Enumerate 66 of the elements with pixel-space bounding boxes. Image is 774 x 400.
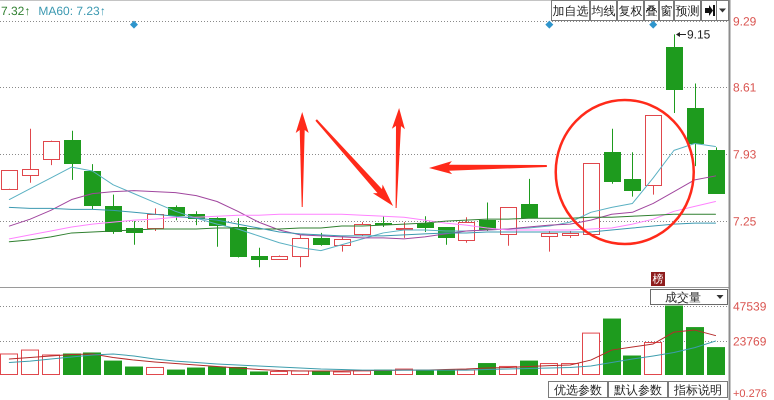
text: 指标说明 [673, 383, 722, 397]
bar [582, 332, 600, 375]
legend: 7.32↑ MA60: 7.23↑ [1, 4, 106, 18]
candlestick [521, 178, 538, 218]
candlestick [43, 140, 60, 166]
line-series [8, 206, 716, 236]
y-tick-label: 23769 [733, 334, 767, 348]
bar [665, 306, 683, 375]
bar [603, 318, 621, 375]
annotation: 预测 [676, 4, 700, 18]
annotation: 窗 [660, 4, 672, 18]
annotation: 叠 [646, 4, 658, 18]
annotation: 复权 [618, 4, 642, 18]
bar [167, 370, 185, 375]
candlestick [541, 230, 558, 252]
y-tick-label: 7.25 [733, 214, 757, 228]
bar [104, 360, 122, 375]
candlestick [583, 162, 600, 235]
text: 优选参数 [554, 383, 602, 397]
bar [21, 350, 39, 375]
y-tick-label: 7.93 [733, 148, 757, 162]
bar [270, 371, 288, 375]
bar [623, 356, 641, 375]
badge: 榜 [651, 272, 665, 286]
annotation: 9.15 [686, 28, 711, 42]
bar [644, 342, 662, 375]
candlestick [687, 83, 704, 167]
candlestick [562, 230, 579, 238]
line-series [8, 214, 716, 242]
bar [83, 352, 101, 375]
candlestick [271, 255, 288, 260]
annotation: 均线 [590, 4, 616, 18]
candlestick [1, 170, 18, 190]
line-series [8, 340, 716, 371]
bar [125, 366, 143, 375]
y-tick-label: 47539 [733, 300, 767, 314]
bar [0, 353, 18, 375]
bar [333, 371, 351, 375]
y-tick-label: 8.61 [733, 80, 757, 94]
candlestick [708, 146, 725, 194]
line-series [8, 330, 716, 372]
text: 默认参数 [613, 383, 662, 397]
annotation: 加自选 [552, 4, 588, 18]
text: +0.276 [733, 388, 767, 400]
y-tick-label: 9.29 [733, 14, 757, 28]
candlestick [313, 232, 330, 246]
candlestick [84, 164, 101, 210]
line-series [8, 200, 716, 240]
bar [250, 371, 268, 375]
candlestick [230, 218, 247, 258]
candlestick [604, 128, 621, 184]
bar [146, 366, 164, 375]
line-series [8, 175, 716, 240]
candlestick [251, 247, 268, 268]
candlestick [64, 130, 81, 180]
bar [208, 366, 226, 375]
bar [42, 354, 60, 375]
bar [707, 347, 725, 375]
candlestick [22, 128, 39, 184]
candlestick [645, 114, 662, 196]
candlestick [624, 152, 641, 198]
candlestick [292, 234, 309, 268]
line-series [8, 143, 716, 252]
bar [187, 368, 205, 375]
bar [686, 327, 704, 375]
annotation: 成交量 [665, 290, 701, 304]
